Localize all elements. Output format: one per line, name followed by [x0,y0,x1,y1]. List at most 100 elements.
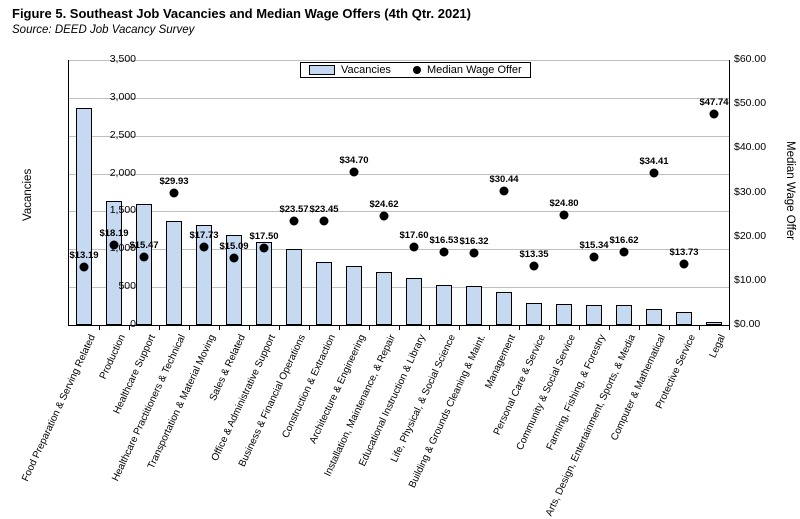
y-left-tick: 1,000 [81,242,136,254]
x-tick-mark [309,326,310,330]
bar [286,249,303,325]
wage-label: $23.45 [309,204,338,215]
x-tick-mark [639,326,640,330]
y-left-tick: 2,000 [81,167,136,179]
bar [406,278,423,325]
bar [436,285,453,325]
y-left-axis-label: Vacancies [22,161,34,221]
x-tick-mark [669,326,670,330]
x-tick-mark [279,326,280,330]
y-right-tick: $40.00 [734,141,789,153]
gridline [69,98,729,99]
x-tick-mark [399,326,400,330]
y-left-tick: 3,000 [81,91,136,103]
wage-marker [530,262,539,271]
bar [646,309,663,325]
wage-marker [350,167,359,176]
x-tick-mark [729,326,730,330]
bar [526,303,543,325]
x-tick-mark [519,326,520,330]
wage-marker [320,217,329,226]
y-left-tick: 3,500 [81,53,136,65]
y-right-tick: $20.00 [734,230,789,242]
wage-label: $17.73 [189,230,218,241]
y-left-tick: 1,500 [81,204,136,216]
x-tick-mark [609,326,610,330]
bar [676,312,693,325]
wage-label: $34.70 [339,155,368,166]
wage-marker [650,169,659,178]
bar [346,266,363,325]
bar [316,262,333,325]
bar [496,292,513,325]
bar [586,305,603,325]
x-tick-mark [249,326,250,330]
chart-container: Figure 5. Southeast Job Vacancies and Me… [0,0,800,518]
wage-marker [80,262,89,271]
wage-label: $13.35 [519,249,548,260]
gridline [69,136,729,137]
wage-marker [140,252,149,261]
bar [616,305,633,325]
wage-label: $17.60 [399,230,428,241]
wage-label: $47.74 [699,97,728,108]
bar [136,204,153,325]
plot-area: $13.19$18.19$15.47$29.93$17.73$15.09$17.… [68,60,730,326]
x-tick-mark [339,326,340,330]
x-tick-mark [579,326,580,330]
wage-marker [290,216,299,225]
bar [376,272,393,325]
legend: Vacancies Median Wage Offer [300,62,531,78]
wage-marker [380,212,389,221]
wage-label: $24.80 [549,198,578,209]
chart-subtitle: Source: DEED Job Vacancy Survey [12,24,194,36]
wage-label: $15.34 [579,240,608,251]
y-right-tick: $30.00 [734,186,789,198]
wage-label: $16.53 [429,235,458,246]
wage-label: $34.41 [639,156,668,167]
x-tick-mark [159,326,160,330]
y-right-tick: $10.00 [734,274,789,286]
wage-marker [200,242,209,251]
wage-label: $15.09 [219,241,248,252]
wage-label: $17.50 [249,231,278,242]
gridline [69,174,729,175]
y-right-tick: $0.00 [734,318,789,330]
wage-label: $29.93 [159,176,188,187]
wage-marker [410,243,419,252]
wage-marker [260,243,269,252]
wage-label: $18.19 [99,228,128,239]
chart-title: Figure 5. Southeast Job Vacancies and Me… [12,6,471,21]
wage-marker [170,188,179,197]
gridline [69,211,729,212]
x-tick-mark [429,326,430,330]
legend-dot-markers [413,66,421,74]
gridline [69,60,729,61]
x-tick-mark [219,326,220,330]
y-left-tick: 0 [81,318,136,330]
y-right-tick: $50.00 [734,97,789,109]
wage-label: $23.57 [279,204,308,215]
bar [466,286,483,325]
wage-marker [620,247,629,256]
legend-label-markers: Median Wage Offer [427,64,522,76]
bar [706,322,723,325]
y-right-tick: $60.00 [734,53,789,65]
wage-marker [590,253,599,262]
y-left-tick: 2,500 [81,129,136,141]
legend-swatch-bars [309,65,335,75]
wage-label: $24.62 [369,199,398,210]
x-tick-mark [489,326,490,330]
wage-label: $30.44 [489,174,518,185]
wage-marker [680,260,689,269]
wage-marker [470,248,479,257]
wage-label: $16.32 [459,236,488,247]
legend-label-bars: Vacancies [341,64,391,76]
x-tick-mark [189,326,190,330]
x-tick-mark [699,326,700,330]
x-tick-mark [459,326,460,330]
wage-marker [230,254,239,263]
wage-marker [500,186,509,195]
wage-label: $16.62 [609,235,638,246]
wage-label: $13.73 [669,247,698,258]
